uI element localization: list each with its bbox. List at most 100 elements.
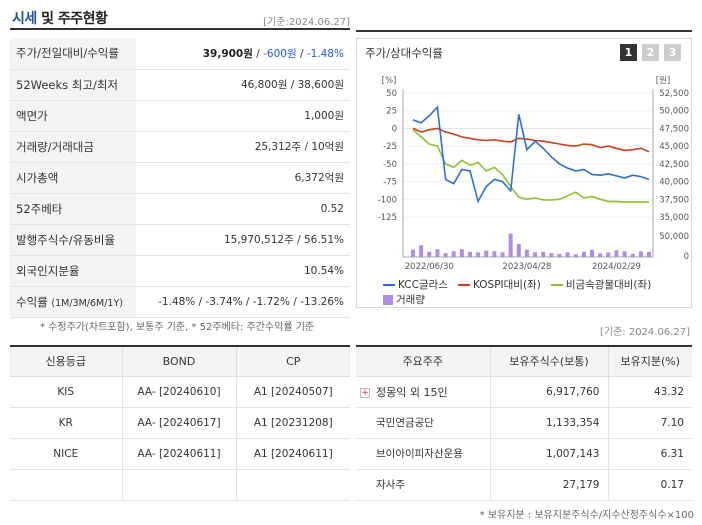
volume-bar [435,249,440,257]
row-value: 0.52 [136,193,350,225]
legend-kcc: KCC글라스 [383,277,448,292]
right-tick-label: 52,500 [659,89,689,99]
volume-bar [492,251,497,257]
left-tick-label: -125 [378,213,397,223]
table-row: 거래량/거래대금 25,312주 / 10억원 [10,131,350,163]
table-row: 52주베타 0.52 [10,193,350,225]
right-tick-label: 42,500 [659,160,689,170]
base-date: [기준: 2024.06.27] [599,327,690,338]
left-tick-label: -50 [383,160,397,170]
volume-bar [508,233,513,257]
table-row: KR AA- [20240617] A1 [20231208] [10,407,350,439]
chart-tabs: 1 2 3 [620,44,681,61]
credit-rating-table: 신용등급 BOND CP KIS AA- [20240610] A1 [202405… [10,345,350,501]
right-tick-label: 47,500 [659,124,689,134]
row-label: 시가총액 [10,162,136,194]
table-row: 액면가 1,000원 [10,100,350,132]
volume-bar [500,252,505,257]
volume-bar [573,254,578,257]
chart-plot: [%] [원] 50 25 0 -25 -50 -75 -100 -125 52,500 50,000… [378,76,689,272]
volume-bar [549,253,554,257]
row-label: 52주베타 [10,193,136,225]
divider [356,30,692,32]
table-row [10,469,350,501]
legend-metal: 비금속광물대비(좌) [550,277,651,292]
volume-bar [451,251,456,257]
volume-bar [411,249,415,257]
volume-bar [590,249,595,257]
volume-bar [516,244,521,257]
chart-tab-1[interactable]: 1 [620,44,637,61]
left-tick-label: 0 [392,124,397,134]
volume-bar [581,251,586,257]
row-label: 발행주식수/유동비율 [10,224,136,256]
price-chart-panel: 주가/상대수익률 1 2 3 [%] [원] 50 25 0 -25 -50 -75 -100 -… [356,38,692,308]
footnote: * 수정주가(차트포함), 보통주 기준, * 52주베타: 주간수익률 기준 [40,322,315,333]
left-tick-label: 50 [386,89,397,99]
footnote: * 보유지분 : 보유지분주식수/지수산정주식수×100 [479,510,694,521]
row-value: 46,800원 / 38,600원 [136,69,350,101]
volume-bar [598,253,603,257]
legend-kospi: KOSPI대비(좌) [457,277,541,292]
left-axis-unit: [%] [382,76,397,86]
volume-bar [630,253,635,257]
volume-bar [459,249,464,257]
volume-bar [443,253,448,257]
base-date: [기준:2024.06.27] [263,17,350,28]
table-row: 브이아이피자산운용 1,007,143 6.31 [356,438,692,470]
table-row: 주가/전일대비/수익률 39,900원 / -600원 / -1.48% [10,38,350,70]
left-tick-label: 25 [386,107,397,117]
chart-title: 주가/상대수익률 [365,46,443,60]
price-info-table: 주가/전일대비/수익률 39,900원 / -600원 / -1.48% 52W… [10,38,350,318]
row-value: 25,312주 / 10억원 [136,131,350,163]
holder-name-expandable[interactable]: + 정몽익 외 15인 [356,376,490,408]
right-tick-label: 35,000 [659,213,689,223]
table-row: 시가총액 6,372억원 [10,162,350,194]
volume-bar [606,252,611,257]
volume-bar [484,250,489,257]
volume-bar [622,251,627,257]
expand-icon[interactable]: + [360,387,370,398]
row-label: 52Weeks 최고/최저 [10,69,136,101]
volume-bar [476,252,481,257]
right-tick-label: 40,000 [659,178,689,188]
table-row: 수익률 (1M/3M/6M/1Y) -1.48% / -3.74% / -1.7… [10,286,350,318]
x-tick-label: 2023/04/28 [502,262,551,272]
series-line-kcc [412,105,650,204]
table-row: 외국인지분율 10.54% [10,255,350,287]
major-shareholders-table: 주요주주 보유주식수(보통) 보유지분(%) + 정몽익 외 15인 6,917,… [356,345,692,501]
volume-tick-label: 50,000 [659,232,689,242]
left-tick-label: -100 [378,195,397,205]
left-tick-label: -75 [383,178,397,188]
table-row: + 정몽익 외 15인 6,917,760 43.32 [356,376,692,408]
table-header: 신용등급 BOND CP [10,346,350,377]
row-label: 거래량/거래대금 [10,131,136,163]
volume-bar [557,253,562,257]
volume-bar [419,245,424,257]
volume-bar [533,252,538,257]
volume-tick-label: 0 [684,252,689,262]
row-label: 수익률 (1M/3M/6M/1Y) [10,286,136,318]
row-label: 주가/전일대비/수익률 [10,38,136,70]
volume-bar [524,249,529,257]
x-tick-label: 2022/06/30 [405,262,454,272]
volume-bar [638,251,643,257]
volume-bar [614,250,619,257]
row-label: 외국인지분율 [10,255,136,287]
chart-tab-3[interactable]: 3 [664,44,681,61]
volume-bar [541,251,546,257]
volume-bar [647,251,651,257]
series-line-metal [412,129,649,203]
table-row: 발행주식수/유동비율 15,970,512주 / 56.51% [10,224,350,256]
right-axis-unit: [원] [656,76,670,86]
left-tick-label: -25 [383,142,397,152]
right-tick-label: 50,000 [659,107,689,117]
legend-volume: 거래량 [383,292,425,307]
section-header: 시세 및 주주현황 [기준:2024.06.27] [10,6,350,30]
row-value: 39,900원 / -600원 / -1.48% [136,38,350,70]
row-value: 10.54% [136,255,350,287]
row-value: 1,000원 [136,100,350,132]
table-row: KIS AA- [20240610] A1 [20240507] [10,376,350,408]
chart-tab-2[interactable]: 2 [642,44,659,61]
volume-bar [427,251,432,257]
